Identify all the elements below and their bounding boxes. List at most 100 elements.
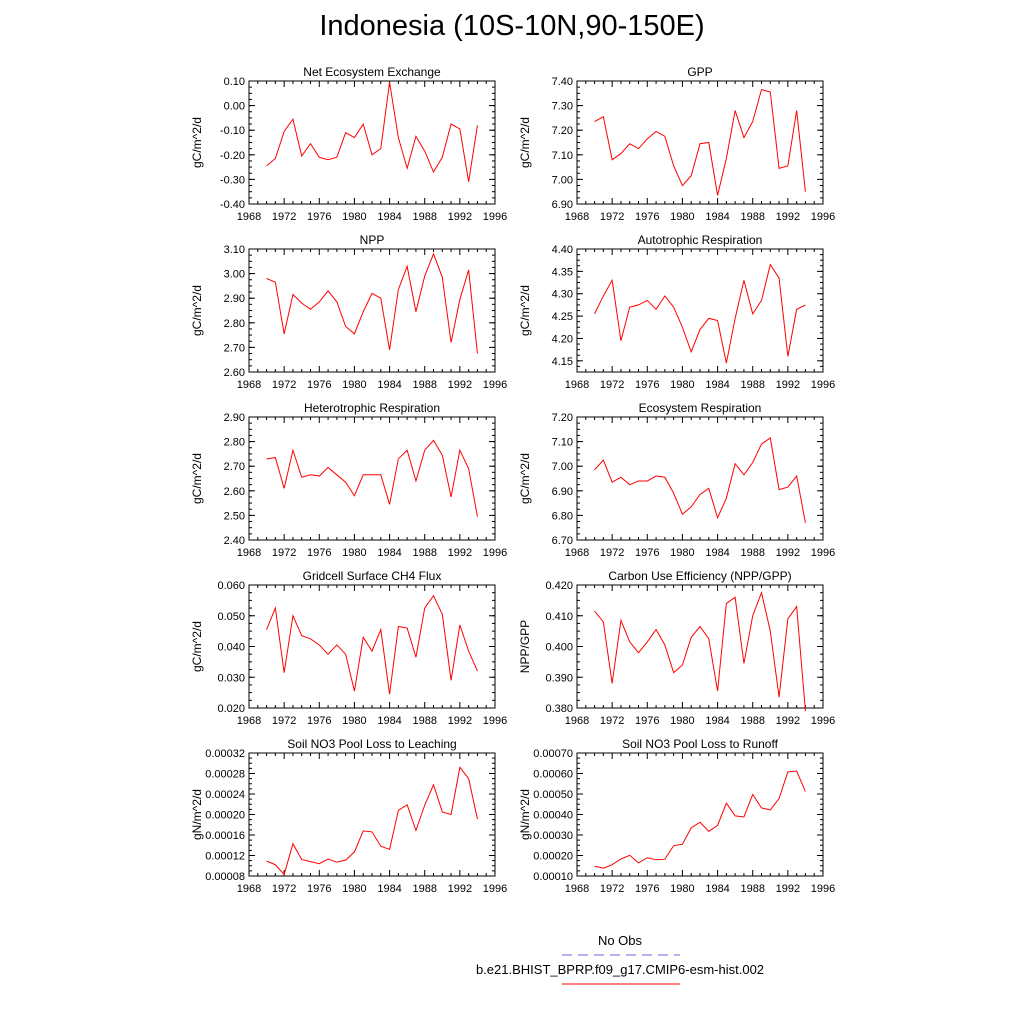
x-tick-label: 1980 <box>670 379 694 391</box>
y-tick-label: 0.00 <box>224 101 245 113</box>
y-tick-label: 7.10 <box>552 150 573 162</box>
x-tick-label: 1968 <box>565 211 589 223</box>
y-tick-label: 0.00060 <box>533 769 573 781</box>
x-tick-label: 1968 <box>237 715 261 727</box>
chart-title: Carbon Use Efficiency (NPP/GPP) <box>608 569 791 583</box>
x-tick-label: 1984 <box>705 883 729 895</box>
x-tick-label: 1976 <box>307 883 331 895</box>
y-tick-label: 7.20 <box>552 125 573 137</box>
x-tick-label: 1988 <box>412 715 436 727</box>
x-tick-label: 1968 <box>237 883 261 895</box>
x-tick-label: 1980 <box>342 715 366 727</box>
x-tick-label: 1984 <box>377 715 401 727</box>
x-tick-label: 1972 <box>272 715 296 727</box>
y-tick-label: 2.50 <box>224 510 245 522</box>
plot-frame <box>576 416 824 541</box>
y-tick-label: 2.70 <box>224 461 245 473</box>
x-tick-label: 1988 <box>740 547 764 559</box>
x-tick-label: 1980 <box>670 547 694 559</box>
y-tick-label: 4.30 <box>552 289 573 301</box>
x-tick-label: 1988 <box>740 211 764 223</box>
y-tick-label: 0.00050 <box>533 789 573 801</box>
x-tick-label: 1976 <box>307 379 331 391</box>
y-axis-label: gN/m^2/d <box>518 789 532 840</box>
chart-panel: Soil NO3 Pool Loss to Runoff gN/m^2/d 1968… <box>518 737 835 895</box>
y-tick-label: 0.00020 <box>533 851 573 863</box>
x-tick-label: 1996 <box>811 547 835 559</box>
plot-frame <box>576 248 824 373</box>
y-tick-label: 7.30 <box>552 101 573 113</box>
y-tick-label: -0.30 <box>220 174 245 186</box>
y-tick-label: 7.20 <box>552 412 573 424</box>
x-tick-label: 1992 <box>448 883 472 895</box>
x-tick-label: 1988 <box>740 883 764 895</box>
x-tick-label: 1988 <box>740 379 764 391</box>
chart-panel: Carbon Use Efficiency (NPP/GPP) NPP/GPP 19… <box>518 569 835 727</box>
series-line <box>594 437 806 523</box>
series-line <box>594 88 806 196</box>
y-tick-label: -0.40 <box>220 199 245 211</box>
x-tick-label: 1980 <box>342 547 366 559</box>
y-tick-label: 4.20 <box>552 333 573 345</box>
chart-title: Soil NO3 Pool Loss to Leaching <box>287 737 456 751</box>
x-tick-label: 1972 <box>272 211 296 223</box>
x-tick-label: 1988 <box>412 379 436 391</box>
chart-title: Soil NO3 Pool Loss to Runoff <box>622 737 779 751</box>
x-tick-label: 1996 <box>483 379 507 391</box>
y-axis-label: gN/m^2/d <box>190 789 204 840</box>
chart-panel: Soil NO3 Pool Loss to Leaching gN/m^2/d 19… <box>190 737 507 895</box>
x-tick-label: 1972 <box>272 883 296 895</box>
y-tick-label: 2.70 <box>224 342 245 354</box>
y-tick-label: 2.90 <box>224 293 245 305</box>
y-tick-label: 0.380 <box>545 703 573 715</box>
x-tick-label: 1988 <box>412 547 436 559</box>
x-tick-label: 1996 <box>483 883 507 895</box>
x-tick-label: 1992 <box>448 379 472 391</box>
chart-title: NPP <box>360 233 385 247</box>
x-tick-label: 1996 <box>483 211 507 223</box>
y-tick-label: 0.00010 <box>533 871 573 883</box>
y-tick-label: 0.020 <box>217 703 245 715</box>
y-tick-label: 0.410 <box>545 611 573 623</box>
series-line <box>594 770 806 869</box>
y-tick-label: 0.00008 <box>205 871 245 883</box>
chart-title: Autotrophic Respiration <box>638 233 763 247</box>
chart-title: Gridcell Surface CH4 Flux <box>303 569 442 583</box>
y-tick-label: 7.40 <box>552 76 573 88</box>
y-tick-label: 4.40 <box>552 244 573 256</box>
x-tick-label: 1968 <box>237 211 261 223</box>
chart-title: Heterotrophic Respiration <box>304 401 440 415</box>
series-line <box>594 263 806 364</box>
x-tick-label: 1980 <box>670 211 694 223</box>
x-tick-label: 1976 <box>635 883 659 895</box>
x-tick-label: 1980 <box>342 883 366 895</box>
y-tick-label: 0.390 <box>545 672 573 684</box>
y-axis-label: gC/m^2/d <box>190 453 204 504</box>
y-tick-label: 0.00016 <box>205 830 245 842</box>
x-tick-label: 1972 <box>600 715 624 727</box>
x-tick-label: 1980 <box>342 211 366 223</box>
series-line <box>266 82 478 182</box>
x-tick-label: 1968 <box>237 547 261 559</box>
y-tick-label: 0.00024 <box>205 789 245 801</box>
y-tick-label: 4.25 <box>552 311 573 323</box>
x-tick-label: 1976 <box>307 547 331 559</box>
x-tick-label: 1968 <box>565 715 589 727</box>
y-tick-label: 0.00070 <box>533 748 573 760</box>
y-axis-label: gC/m^2/d <box>518 453 532 504</box>
y-tick-label: 6.80 <box>552 510 573 522</box>
chart-panel: Net Ecosystem Exchange gC/m^2/d 1968 1972 19… <box>190 65 507 223</box>
y-tick-label: 0.040 <box>217 642 245 654</box>
y-axis-label: gC/m^2/d <box>518 117 532 168</box>
x-tick-label: 1992 <box>776 379 800 391</box>
x-tick-label: 1980 <box>342 379 366 391</box>
y-tick-label: 0.420 <box>545 580 573 592</box>
y-tick-label: 0.00032 <box>205 748 245 760</box>
x-tick-label: 1988 <box>412 211 436 223</box>
x-tick-label: 1996 <box>811 211 835 223</box>
y-axis-label: NPP/GPP <box>518 620 532 673</box>
x-tick-label: 1996 <box>483 715 507 727</box>
y-axis-label: gC/m^2/d <box>190 621 204 672</box>
chart-panel: Gridcell Surface CH4 Flux gC/m^2/d 1968 197… <box>190 569 507 727</box>
y-tick-label: 0.060 <box>217 580 245 592</box>
